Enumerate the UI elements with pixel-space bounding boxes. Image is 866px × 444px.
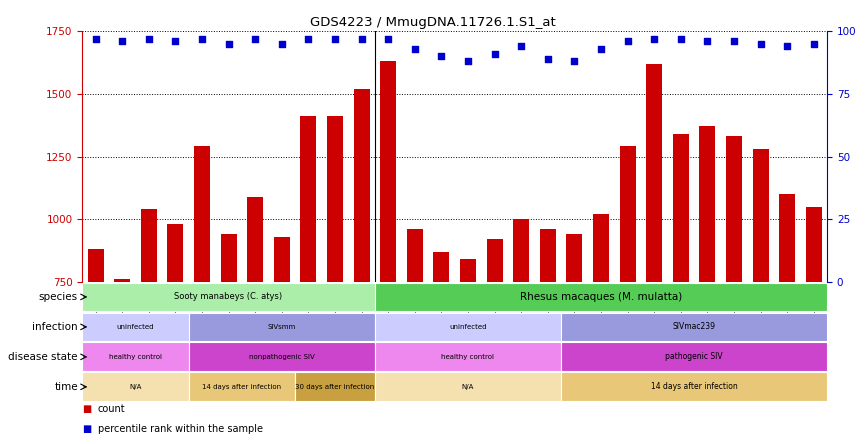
Text: species: species: [39, 292, 78, 302]
Point: [249, 35, 262, 42]
Point: [701, 38, 714, 45]
Text: GDS4223 / MmugDNA.11726.1.S1_at: GDS4223 / MmugDNA.11726.1.S1_at: [310, 16, 556, 28]
Bar: [561, 373, 827, 401]
Bar: [433, 252, 449, 444]
Bar: [87, 250, 104, 444]
Text: 30 days after infection: 30 days after infection: [295, 384, 375, 390]
Point: [142, 35, 156, 42]
Point: [780, 43, 794, 50]
Point: [408, 45, 422, 52]
Bar: [646, 63, 662, 444]
Point: [168, 38, 182, 45]
Point: [807, 40, 821, 47]
Text: SIVmac239: SIVmac239: [673, 322, 715, 331]
Point: [461, 58, 475, 65]
Point: [275, 40, 288, 47]
Text: pathogenic SIV: pathogenic SIV: [665, 353, 723, 361]
Text: count: count: [98, 404, 126, 414]
Bar: [375, 342, 561, 371]
Bar: [167, 224, 184, 444]
Text: Rhesus macaques (M. mulatta): Rhesus macaques (M. mulatta): [520, 292, 682, 302]
Point: [301, 35, 315, 42]
Bar: [274, 237, 290, 444]
Bar: [593, 214, 609, 444]
Text: healthy control: healthy control: [109, 354, 162, 360]
Bar: [779, 194, 795, 444]
Text: uninfected: uninfected: [449, 324, 487, 330]
Bar: [487, 239, 502, 444]
Bar: [753, 149, 768, 444]
Bar: [805, 207, 822, 444]
Point: [222, 40, 236, 47]
Bar: [114, 279, 130, 444]
Bar: [540, 229, 556, 444]
Bar: [194, 147, 210, 444]
Text: disease state: disease state: [9, 352, 78, 362]
Bar: [221, 234, 236, 444]
Bar: [189, 313, 375, 341]
Bar: [301, 116, 316, 444]
Text: nonpathogenic SIV: nonpathogenic SIV: [249, 354, 314, 360]
Bar: [380, 61, 396, 444]
Bar: [189, 342, 375, 371]
Text: ■: ■: [82, 424, 92, 434]
Bar: [700, 127, 715, 444]
Point: [381, 35, 395, 42]
Bar: [353, 89, 370, 444]
Bar: [726, 136, 742, 444]
Text: 14 days after infection: 14 days after infection: [203, 384, 281, 390]
Bar: [82, 313, 189, 341]
Text: uninfected: uninfected: [117, 324, 154, 330]
Bar: [619, 147, 636, 444]
Bar: [141, 209, 157, 444]
Point: [115, 38, 129, 45]
Text: N/A: N/A: [129, 384, 142, 390]
Point: [594, 45, 608, 52]
Text: SIVsmm: SIVsmm: [268, 324, 296, 330]
Text: Sooty manabeys (C. atys): Sooty manabeys (C. atys): [175, 293, 282, 301]
Point: [727, 38, 740, 45]
Point: [567, 58, 581, 65]
Bar: [327, 116, 343, 444]
Text: healthy control: healthy control: [442, 354, 494, 360]
Text: percentile rank within the sample: percentile rank within the sample: [98, 424, 263, 434]
Text: ■: ■: [82, 404, 92, 414]
Text: N/A: N/A: [462, 384, 475, 390]
Text: 14 days after infection: 14 days after infection: [650, 382, 738, 391]
Bar: [247, 197, 263, 444]
Point: [435, 53, 449, 60]
Bar: [561, 342, 827, 371]
Point: [488, 50, 501, 57]
Bar: [82, 342, 189, 371]
Bar: [514, 219, 529, 444]
Bar: [189, 373, 295, 401]
Point: [621, 38, 635, 45]
Text: infection: infection: [32, 322, 78, 332]
Point: [88, 35, 102, 42]
Bar: [82, 282, 375, 311]
Bar: [295, 373, 375, 401]
Point: [674, 35, 688, 42]
Point: [195, 35, 209, 42]
Bar: [460, 259, 476, 444]
Bar: [375, 282, 827, 311]
Point: [540, 55, 554, 62]
Point: [514, 43, 528, 50]
Point: [647, 35, 661, 42]
Point: [328, 35, 342, 42]
Bar: [561, 313, 827, 341]
Bar: [375, 313, 561, 341]
Bar: [375, 373, 561, 401]
Bar: [82, 373, 189, 401]
Bar: [566, 234, 582, 444]
Point: [354, 35, 368, 42]
Text: time: time: [55, 382, 78, 392]
Point: [753, 40, 767, 47]
Bar: [407, 229, 423, 444]
Bar: [673, 134, 688, 444]
